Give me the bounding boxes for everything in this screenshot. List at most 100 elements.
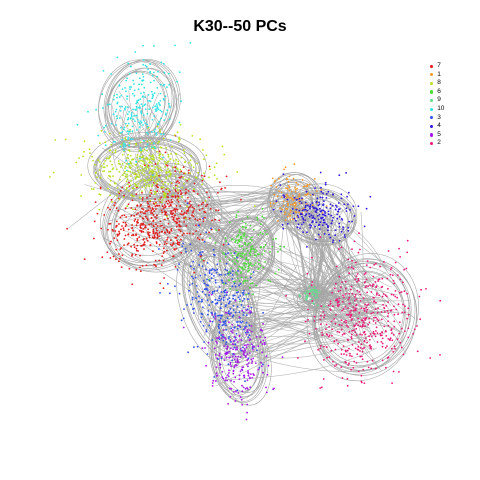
- point-cluster-2: [315, 328, 317, 330]
- point-cluster-5: [234, 336, 236, 338]
- point-cluster-7: [140, 204, 142, 206]
- point-cluster-8: [140, 142, 142, 144]
- point-cluster-10: [179, 71, 181, 73]
- edge-213: [361, 212, 363, 290]
- point-cluster-8: [167, 154, 169, 156]
- point-cluster-6: [249, 253, 251, 255]
- point-cluster-2: [347, 326, 349, 328]
- point-cluster-4: [340, 193, 342, 195]
- point-cluster-2: [369, 347, 371, 349]
- point-cluster-4: [292, 208, 294, 210]
- point-cluster-2: [349, 316, 351, 318]
- point-cluster-2: [320, 315, 322, 317]
- point-cluster-8: [147, 167, 149, 169]
- point-cluster-4: [335, 229, 337, 231]
- point-cluster-7: [198, 205, 200, 207]
- point-cluster-2: [320, 345, 322, 347]
- point-cluster-7: [153, 210, 155, 212]
- point-cluster-10: [143, 119, 145, 121]
- point-cluster-1: [299, 193, 301, 195]
- point-cluster-6: [245, 253, 247, 255]
- point-cluster-5: [229, 314, 231, 316]
- point-cluster-7: [163, 207, 165, 209]
- point-cluster-2: [377, 341, 379, 343]
- point-cluster-5: [256, 336, 258, 338]
- point-cluster-9: [314, 286, 316, 288]
- point-cluster-2: [365, 307, 367, 309]
- point-cluster-2: [391, 382, 393, 384]
- point-cluster-10: [113, 141, 115, 143]
- point-cluster-8: [188, 162, 190, 164]
- point-cluster-1: [299, 203, 301, 205]
- point-cluster-2: [366, 264, 368, 266]
- point-cluster-5: [235, 356, 237, 358]
- point-cluster-6: [246, 280, 248, 282]
- point-cluster-3: [227, 273, 229, 275]
- point-cluster-7: [180, 231, 182, 233]
- point-cluster-7: [154, 235, 156, 237]
- point-cluster-2: [340, 286, 342, 288]
- point-cluster-7: [188, 202, 190, 204]
- point-cluster-7: [156, 204, 158, 206]
- point-cluster-6: [249, 287, 251, 289]
- point-cluster-8: [236, 171, 238, 173]
- point-cluster-5: [239, 375, 241, 377]
- point-cluster-3: [234, 252, 236, 254]
- point-cluster-3: [242, 347, 244, 349]
- point-cluster-3: [190, 250, 192, 252]
- point-cluster-10: [156, 105, 158, 107]
- point-cluster-8: [199, 138, 201, 140]
- point-cluster-2: [417, 350, 419, 352]
- point-cluster-3: [219, 332, 221, 334]
- point-cluster-8: [75, 162, 77, 164]
- point-cluster-10: [127, 138, 129, 140]
- point-cluster-8: [139, 174, 141, 176]
- point-cluster-8: [155, 175, 157, 177]
- point-cluster-7: [167, 218, 169, 220]
- point-cluster-2: [385, 347, 387, 349]
- point-cluster-2: [326, 324, 328, 326]
- point-cluster-7: [224, 187, 226, 189]
- point-cluster-8: [156, 174, 158, 176]
- point-cluster-5: [217, 375, 219, 377]
- point-cluster-4: [301, 216, 303, 218]
- point-cluster-7: [150, 212, 152, 214]
- point-cluster-3: [234, 347, 236, 349]
- point-cluster-8: [94, 164, 96, 166]
- point-cluster-8: [216, 162, 218, 164]
- point-cluster-6: [247, 250, 249, 252]
- point-cluster-7: [152, 236, 154, 238]
- point-cluster-10: [113, 113, 115, 115]
- point-cluster-5: [232, 348, 234, 350]
- point-cluster-5: [245, 355, 247, 357]
- point-cluster-1: [314, 178, 316, 180]
- point-cluster-7: [169, 231, 171, 233]
- point-cluster-8: [115, 149, 117, 151]
- point-cluster-2: [347, 385, 349, 387]
- point-cluster-10: [147, 144, 149, 146]
- point-cluster-5: [241, 310, 243, 312]
- point-cluster-3: [181, 245, 183, 247]
- point-cluster-7: [164, 232, 166, 234]
- point-cluster-5: [233, 353, 235, 355]
- point-cluster-3: [192, 308, 194, 310]
- point-cluster-8: [155, 192, 157, 194]
- point-cluster-10: [132, 93, 134, 95]
- legend-entry-7: 7: [430, 62, 444, 71]
- point-cluster-2: [319, 348, 321, 350]
- point-cluster-8: [162, 154, 164, 156]
- point-cluster-5: [260, 341, 262, 343]
- point-cluster-7: [165, 152, 167, 154]
- point-cluster-7: [116, 221, 118, 223]
- point-cluster-3: [219, 300, 221, 302]
- point-cluster-6: [250, 249, 252, 251]
- point-cluster-7: [135, 208, 137, 210]
- point-cluster-2: [331, 321, 333, 323]
- point-cluster-3: [190, 304, 192, 306]
- point-cluster-2: [345, 350, 347, 352]
- point-cluster-3: [232, 270, 234, 272]
- point-cluster-2: [364, 282, 366, 284]
- point-cluster-1: [287, 216, 289, 218]
- point-cluster-7: [136, 248, 138, 250]
- point-cluster-7: [131, 283, 133, 285]
